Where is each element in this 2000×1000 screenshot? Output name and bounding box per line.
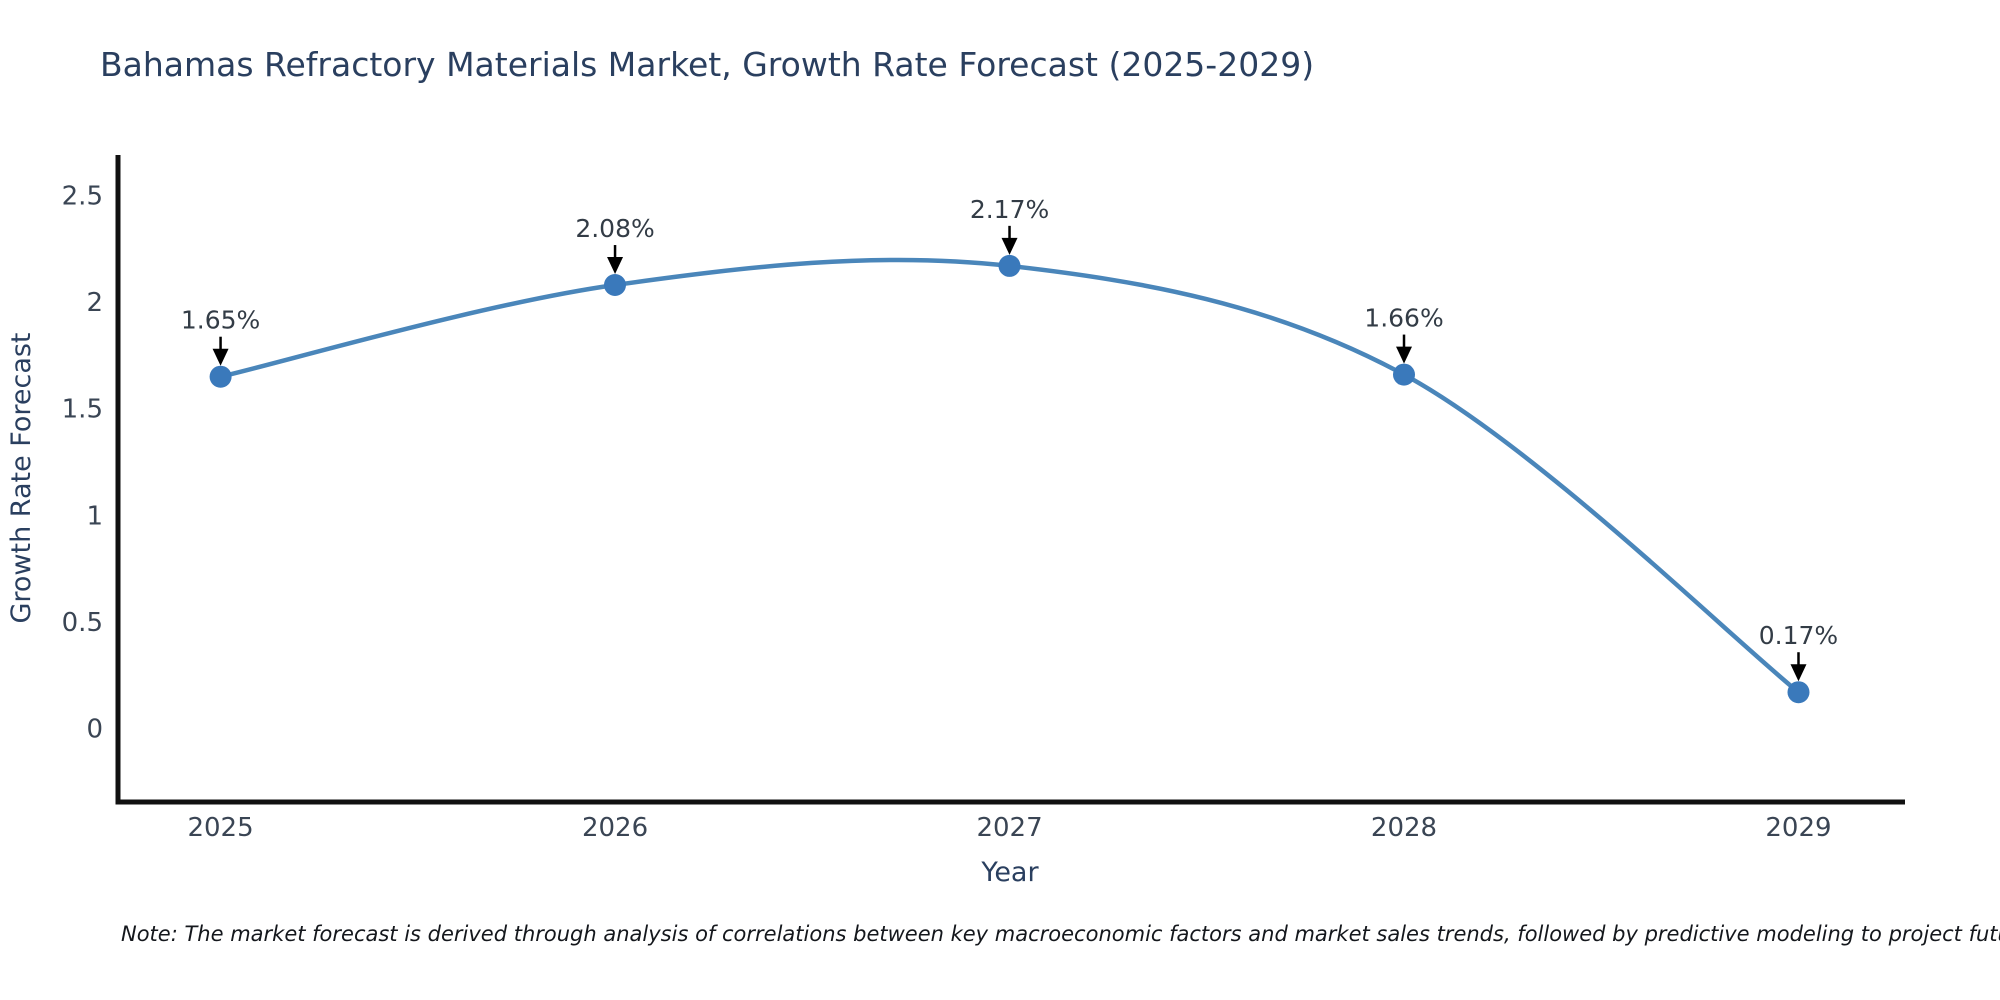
point-annotation-label: 1.66%: [1364, 304, 1443, 333]
point-annotation: 2.08%: [575, 214, 655, 275]
y-tick-labels: 0 0.5 1 1.5 2 2.5: [62, 182, 103, 745]
y-tick-label: 2.5: [62, 182, 103, 212]
y-tick-label: 0: [86, 714, 103, 744]
data-point-marker: [998, 254, 1021, 277]
x-tick-label: 2027: [976, 813, 1042, 843]
forecast-line-series: [218, 257, 1801, 695]
annotation-arrowhead-icon: [607, 257, 624, 275]
data-point-marker: [1393, 363, 1415, 386]
point-annotation-label: 2.17%: [970, 195, 1049, 224]
point-annotation-label: 2.08%: [575, 214, 654, 243]
point-annotation-label: 0.17%: [1759, 621, 1838, 650]
annotation-arrowhead-icon: [212, 348, 229, 366]
y-tick-label: 0.5: [62, 608, 103, 638]
x-tick-label: 2026: [582, 813, 648, 843]
y-tick-label: 1.5: [62, 395, 103, 425]
annotation-arrowhead-icon: [1001, 237, 1018, 255]
data-point-marker: [209, 365, 232, 388]
point-annotations: 1.65% 2.08% 2.17% 1.66% 0.17%: [181, 195, 1838, 682]
y-axis-title: Growth Rate Forecast: [6, 332, 37, 623]
footnote: Note: The market forecast is derived thr…: [121, 922, 2000, 946]
y-tick-label: 1: [86, 501, 103, 531]
x-tick-label: 2028: [1371, 813, 1437, 843]
data-point-markers: [209, 254, 1810, 704]
data-point-marker: [604, 274, 626, 296]
x-tick-labels: 2025 2026 2027 2028 2029: [187, 813, 1831, 843]
chart-title: Bahamas Refractory Materials Market, Gro…: [100, 45, 1314, 84]
point-annotation: 1.66%: [1364, 304, 1444, 364]
forecast-line: [218, 257, 1801, 695]
point-annotation: 0.17%: [1759, 621, 1838, 682]
annotation-arrowhead-icon: [1790, 664, 1807, 682]
x-tick-label: 2025: [187, 813, 253, 843]
data-point-marker: [1787, 681, 1810, 704]
point-annotation-label: 1.65%: [181, 306, 260, 335]
point-annotation: 1.65%: [181, 306, 260, 366]
y-tick-label: 2: [86, 288, 103, 318]
point-annotation: 2.17%: [970, 195, 1049, 255]
annotation-arrowhead-icon: [1396, 346, 1413, 364]
x-axis-title: Year: [980, 857, 1039, 888]
x-tick-label: 2029: [1765, 813, 1831, 843]
